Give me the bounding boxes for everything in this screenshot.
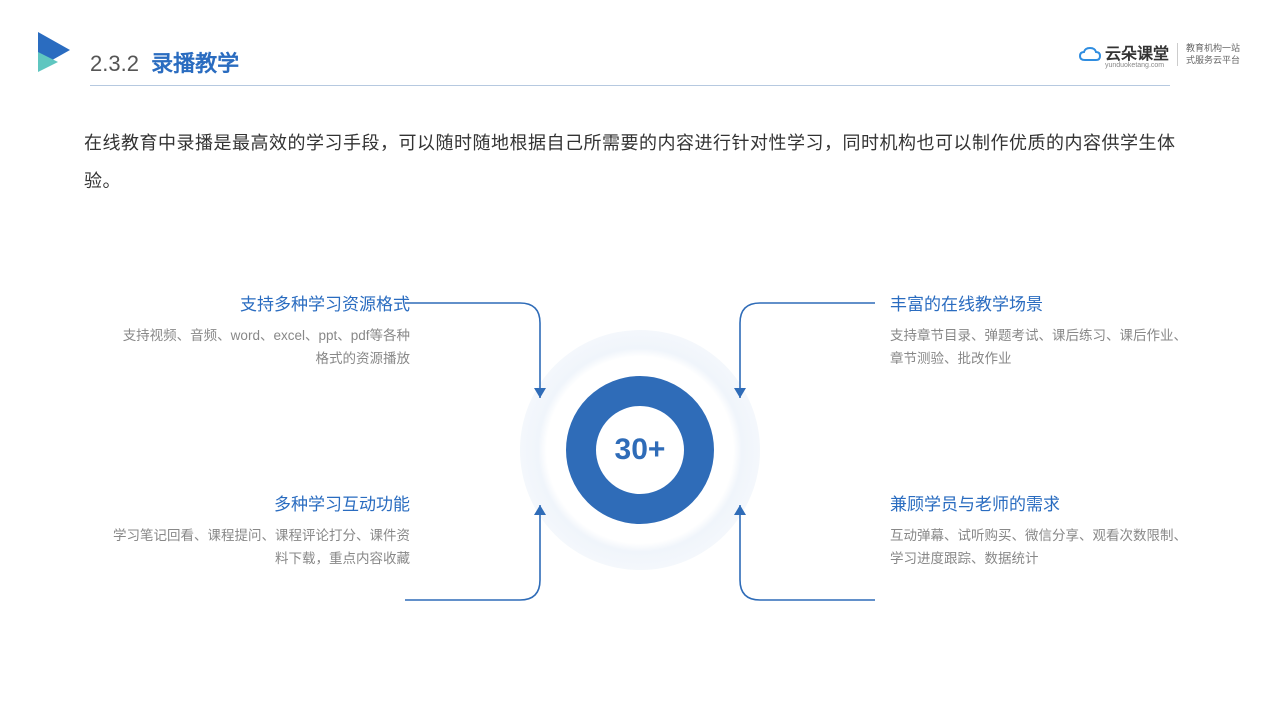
connector-bottom-left (400, 485, 590, 605)
logo-tagline-line2: 式服务云平台 (1186, 55, 1240, 67)
logo-domain: yunduoketang.com (1105, 62, 1169, 69)
callout-desc: 支持章节目录、弹题考试、课后练习、课后作业、章节测验、批改作业 (890, 325, 1190, 371)
logo-brand: 云朵课堂 (1105, 46, 1169, 63)
connector-bottom-right (690, 485, 880, 605)
callout-title: 支持多种学习资源格式 (110, 290, 410, 315)
callout-bottom-left: 多种学习互动功能 学习笔记回看、课程提问、课程评论打分、课件资料下载，重点内容收… (110, 490, 410, 571)
section-text: 录播教学 (151, 51, 239, 76)
callout-desc: 支持视频、音频、word、excel、ppt、pdf等各种格式的资源播放 (110, 325, 410, 371)
connector-top-right (690, 298, 880, 418)
logo-text-block: 云朵课堂 yunduoketang.com (1105, 40, 1169, 69)
hub-value: 30+ (615, 433, 666, 467)
brand-logo: 云朵课堂 yunduoketang.com 教育机构一站 式服务云平台 (1079, 40, 1240, 69)
cloud-icon (1079, 47, 1101, 63)
connector-top-left (400, 298, 590, 418)
intro-paragraph: 在线教育中录播是最高效的学习手段，可以随时随地根据自己所需要的内容进行针对性学习… (84, 125, 1196, 201)
play-triangle-icon (32, 28, 76, 77)
section-title: 2.3.2 录播教学 (90, 46, 239, 78)
callout-top-left: 支持多种学习资源格式 支持视频、音频、word、excel、ppt、pdf等各种… (110, 290, 410, 371)
callout-top-right: 丰富的在线教学场景 支持章节目录、弹题考试、课后练习、课后作业、章节测验、批改作… (890, 290, 1190, 371)
callout-desc: 学习笔记回看、课程提问、课程评论打分、课件资料下载，重点内容收藏 (110, 525, 410, 571)
callout-title: 多种学习互动功能 (110, 490, 410, 515)
slide-header: 2.3.2 录播教学 云朵课堂 yunduoketang.com 教育机构一站 … (0, 28, 1280, 88)
logo-tagline: 教育机构一站 式服务云平台 (1177, 43, 1240, 66)
section-number: 2.3.2 (90, 51, 139, 76)
callout-bottom-right: 兼顾学员与老师的需求 互动弹幕、试听购买、微信分享、观看次数限制、学习进度跟踪、… (890, 490, 1190, 571)
title-underline (90, 85, 1170, 86)
callout-title: 兼顾学员与老师的需求 (890, 490, 1190, 515)
logo-tagline-line1: 教育机构一站 (1186, 43, 1240, 55)
callout-title: 丰富的在线教学场景 (890, 290, 1190, 315)
feature-diagram: 30+ 支持多种学习资源格式 支持视频、音频、word、excel、ppt、pd… (0, 250, 1280, 650)
callout-desc: 互动弹幕、试听购买、微信分享、观看次数限制、学习进度跟踪、数据统计 (890, 525, 1190, 571)
